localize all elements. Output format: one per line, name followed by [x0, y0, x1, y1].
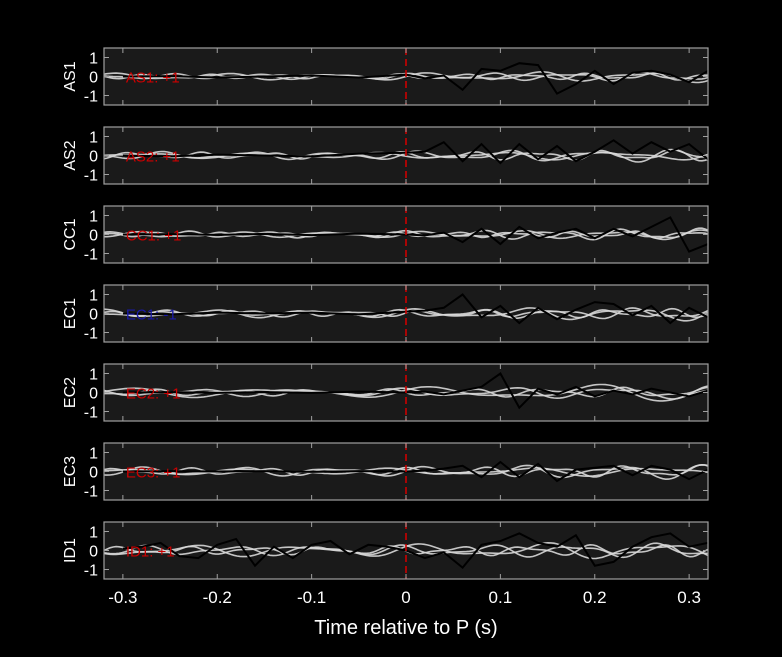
y-tick-label: -1 [84, 405, 98, 422]
y-tick-label: 1 [89, 51, 98, 68]
y-axis-label: ID1 [62, 538, 79, 563]
polarity-annotation: EC1: -1 [126, 307, 177, 324]
polarity-annotation: ID1: +1 [126, 544, 175, 561]
black-trace [122, 216, 708, 253]
y-tick-label: 0 [89, 149, 98, 166]
panel-as1: AS1: +1 1 0 -1 AS1 [62, 47, 709, 106]
y-tick-label: 1 [89, 288, 98, 305]
black-trace [122, 139, 708, 165]
black-trace [122, 293, 708, 325]
black-trace [122, 460, 708, 483]
x-axis-label: Time relative to P (s) [314, 617, 497, 639]
y-tick-label: 0 [89, 465, 98, 482]
y-tick-label: -1 [84, 168, 98, 185]
y-tick-label: 1 [89, 367, 98, 384]
y-tick-label: 0 [89, 228, 98, 245]
y-axis-label: AS2 [62, 140, 79, 170]
x-tick-label: 0 [401, 588, 410, 607]
polarity-annotation: CC1: +1 [126, 228, 181, 245]
polarity-annotation: AS2: +1 [126, 149, 180, 166]
y-tick-label: 0 [89, 386, 98, 403]
y-tick-label: 0 [89, 307, 98, 324]
polarity-annotation: AS1: +1 [126, 70, 180, 87]
y-tick-label: 1 [89, 130, 98, 147]
x-tick-label: 0.2 [583, 588, 607, 607]
y-tick-label: -1 [84, 247, 98, 264]
y-tick-label: 0 [89, 70, 98, 87]
x-axis: -0.3 -0.2 -0.1 0 0.1 0.2 0.3 [108, 588, 701, 607]
x-tick-label: -0.2 [203, 588, 232, 607]
y-axis-label: EC1 [62, 298, 79, 329]
x-tick-label: -0.1 [297, 588, 326, 607]
y-tick-label: 1 [89, 525, 98, 542]
panel-ec1: EC1: -1 1 0 -1 EC1 [62, 284, 709, 343]
panel-ec3: EC3: +1 1 0 -1 EC3 [62, 442, 709, 501]
polarity-annotation: EC2: +1 [126, 386, 181, 403]
polarity-annotation: EC3: +1 [126, 465, 181, 482]
panel-cc1: CC1: +1 1 0 -1 CC1 [62, 205, 709, 264]
y-axis-label: CC1 [62, 218, 79, 250]
x-tick-label: -0.3 [108, 588, 137, 607]
black-trace [122, 62, 708, 95]
y-axis-label: EC3 [62, 456, 79, 487]
y-tick-label: -1 [84, 484, 98, 501]
black-trace [122, 532, 708, 569]
y-tick-label: 1 [89, 209, 98, 226]
black-trace [122, 372, 708, 410]
y-axis-label: AS1 [62, 61, 79, 91]
y-tick-label: 1 [89, 446, 98, 463]
panel-ec2: EC2: +1 1 0 -1 EC2 [62, 363, 709, 422]
x-tick-label: 0.1 [489, 588, 513, 607]
y-tick-label: 0 [89, 544, 98, 561]
y-tick-label: -1 [84, 89, 98, 106]
panel-id1: ID1: +1 1 0 -1 ID1 [62, 521, 709, 580]
y-tick-label: -1 [84, 563, 98, 580]
y-tick-label: -1 [84, 326, 98, 343]
panel-as2: AS2: +1 1 0 -1 AS2 [62, 126, 709, 185]
y-axis-label: EC2 [62, 377, 79, 408]
x-tick-label: 0.3 [677, 588, 701, 607]
gray-trace-3 [104, 151, 708, 161]
